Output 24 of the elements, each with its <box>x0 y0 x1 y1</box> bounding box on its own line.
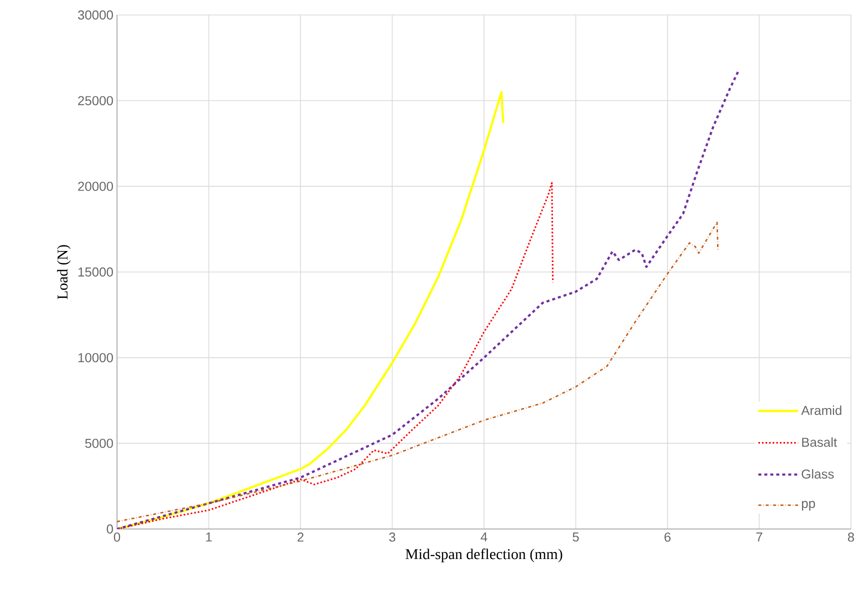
legend-label: pp <box>802 500 815 511</box>
x-tick-label: 7 <box>756 532 762 542</box>
line-series <box>117 222 719 522</box>
x-tick-label: 1 <box>206 532 212 542</box>
y-tick-label: 10000 <box>78 353 113 362</box>
x-tick-label: 4 <box>480 532 488 542</box>
y-tick-label: 25000 <box>78 96 113 106</box>
line-series <box>117 70 740 529</box>
y-tick-label: 20000 <box>78 182 113 191</box>
y-tick-label: 30000 <box>78 10 113 20</box>
legend-label: Basalt <box>802 437 838 447</box>
y-tick-label: 0 <box>106 524 113 534</box>
legend-label: Aramid <box>801 406 842 416</box>
x-tick-label: 5 <box>572 532 579 542</box>
y-tick-label: 5000 <box>85 438 113 448</box>
x-tick-label: 3 <box>389 532 396 542</box>
y-axis-title: Load (N) <box>57 245 71 300</box>
x-axis-title: Mid-span deflection (mm) <box>406 548 562 562</box>
legend-label: Glass <box>802 469 834 479</box>
x-tick-label: 0 <box>114 532 120 542</box>
x-tick-label: 2 <box>298 532 304 542</box>
x-tick-label: 8 <box>848 532 854 542</box>
x-tick-label: 6 <box>664 532 671 542</box>
y-tick-label: 15000 <box>78 267 113 277</box>
